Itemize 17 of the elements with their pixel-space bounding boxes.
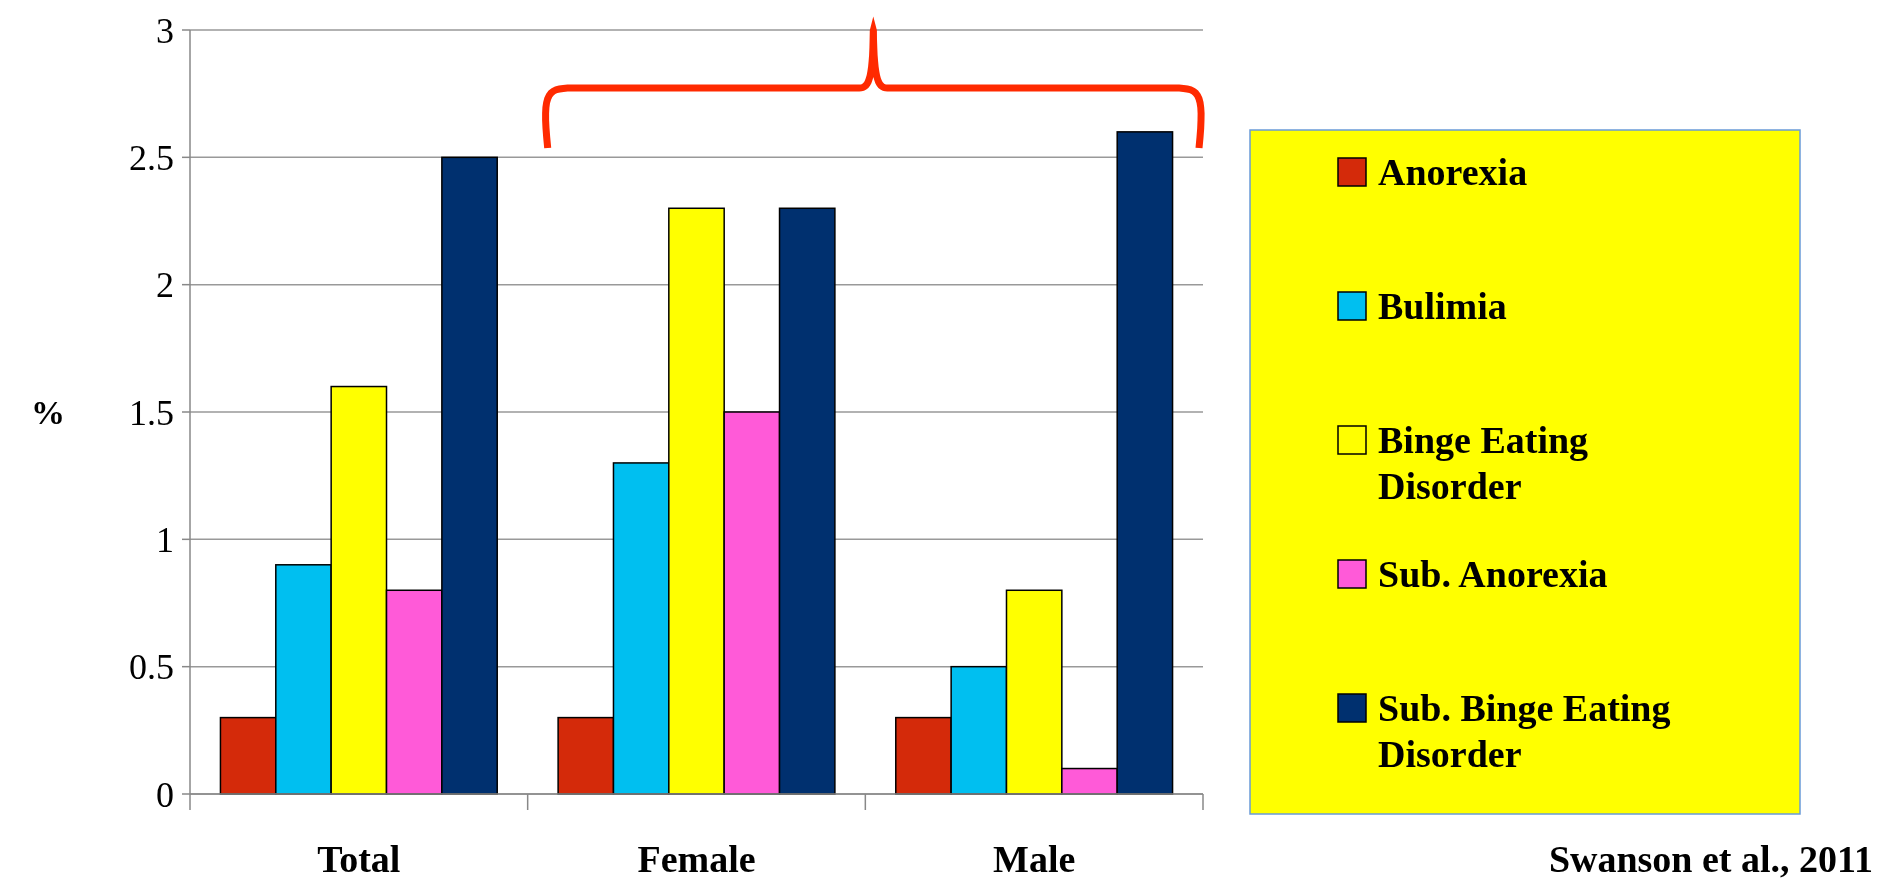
legend-label: Binge Eating Disorder — [1378, 419, 1589, 507]
y-tick-label: 0.5 — [129, 647, 174, 688]
y-tick-label: 1.5 — [129, 392, 174, 433]
y-tick-label: 2 — [156, 265, 174, 306]
legend-label: Sub. Binge Eating Disorder — [1378, 687, 1671, 775]
y-axis-title: % — [31, 393, 65, 431]
legend-label: Anorexia — [1378, 151, 1528, 193]
y-tick-label: 3 — [156, 10, 174, 51]
y-tick-label: 1 — [156, 519, 174, 560]
x-tick-label: Female — [637, 838, 756, 880]
legend-label: Sub. Anorexia — [1378, 553, 1608, 595]
y-tick-label: 2.5 — [129, 137, 174, 178]
legend-label: Bulimia — [1378, 285, 1507, 327]
text: Swanson et al., 2011 — [1548, 838, 1873, 880]
y-tick-label: 0 — [156, 774, 174, 815]
x-tick-label: Male — [993, 838, 1076, 880]
x-tick-label: Total — [317, 838, 401, 880]
